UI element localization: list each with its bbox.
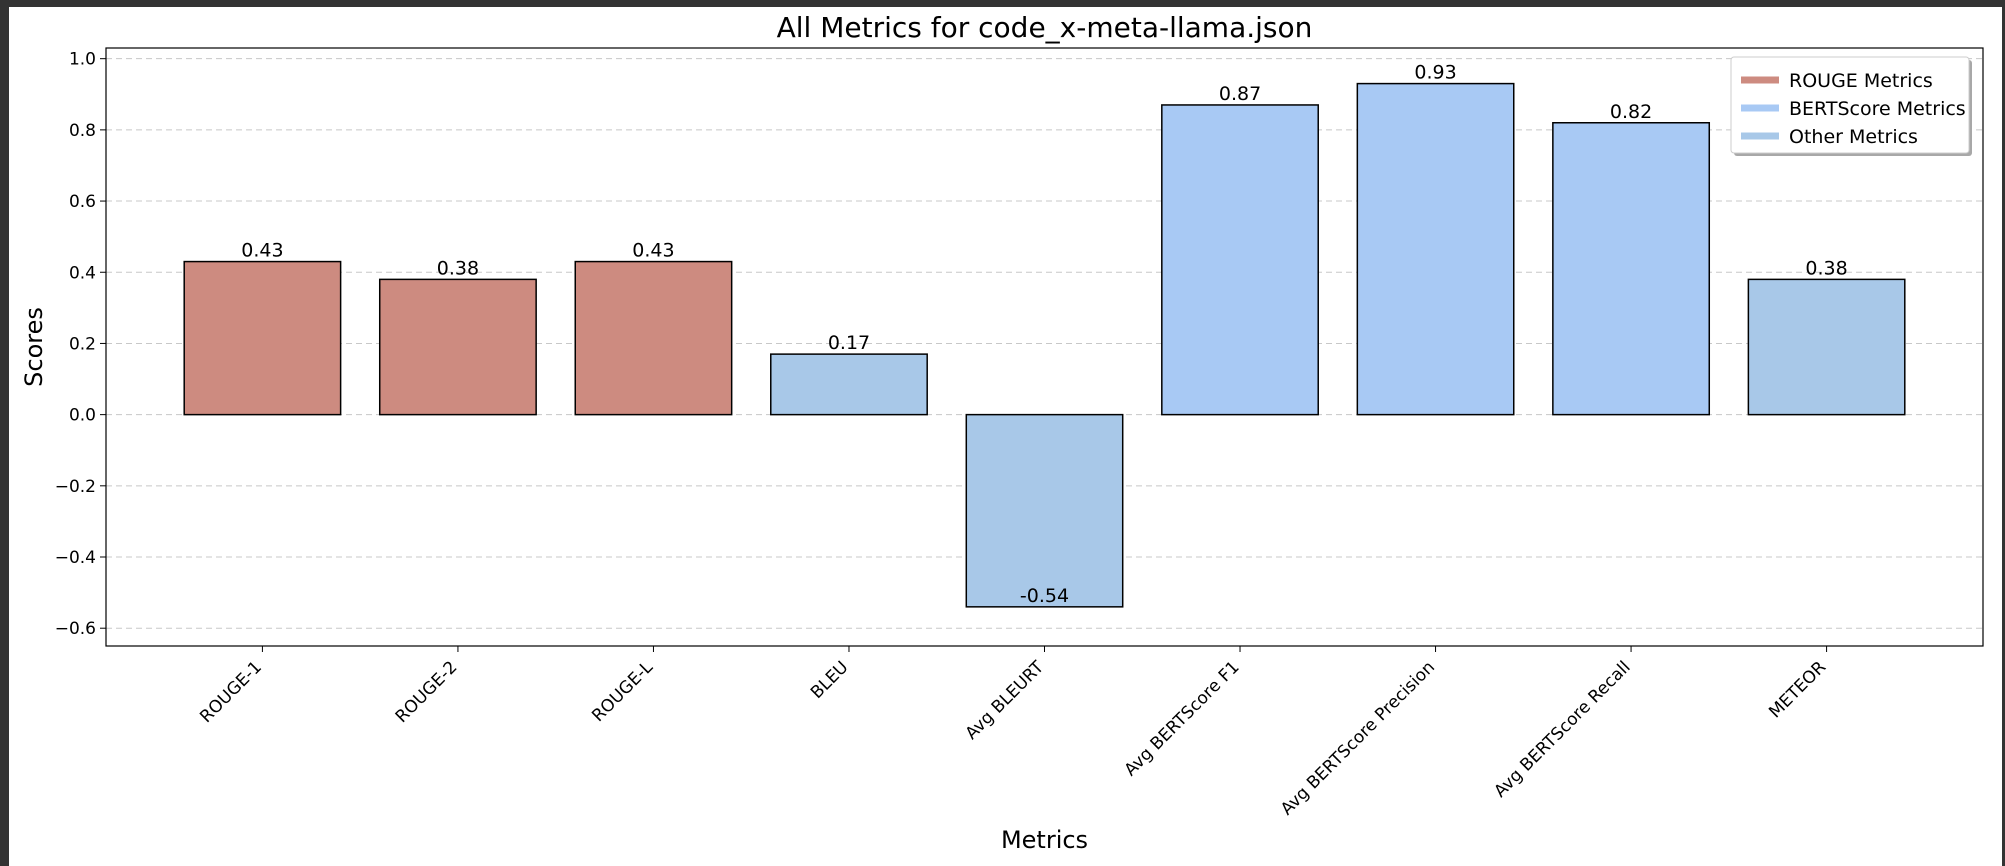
bar-value-label: -0.54 [1020,585,1069,607]
y-tick-label: 0.6 [69,192,96,212]
bar-value-label: 0.38 [1805,257,1847,279]
y-tick-label: 0.0 [69,406,96,426]
x-tick-label: Avg BERTScore Recall [1490,657,1634,801]
bar [1356,82,1515,416]
bar [1161,104,1319,416]
y-tick-label: −0.2 [55,477,96,497]
y-tick-label: −0.6 [55,619,96,639]
y-tick-label: 0.4 [69,263,96,283]
x-tick-label: BLEU [807,657,852,702]
bar [378,278,537,416]
bar [1552,122,1711,416]
bar [1747,278,1906,416]
x-tick-label: ROUGE-1 [196,657,266,727]
x-tick-label: Avg BLEURT [962,657,1049,744]
bar-chart: 0.43 0.38 0.43 0.17 -0.54 0.87 0.93 0.82 0.38 −0.… [20,11,1984,854]
y-tick-label: 1.0 [69,50,96,70]
legend-label: BERTScore Metrics [1789,98,1966,120]
bar-value-label: 0.43 [241,240,283,262]
y-axis-title: Scores [20,307,48,387]
bar-value-label: 0.43 [632,240,674,262]
bar [574,260,733,416]
x-tick-label: Avg BERTScore F1 [1121,657,1244,780]
bar-value-label: 0.82 [1610,101,1652,123]
bar-value-label: 0.87 [1219,83,1261,105]
y-tick-label: 0.2 [69,334,96,354]
bar-value-label: 0.93 [1414,62,1456,84]
legend-label: Other Metrics [1789,126,1918,148]
legend-box [1730,56,1970,154]
chart-figure: 0.43 0.38 0.43 0.17 -0.54 0.87 0.93 0.82 0.38 −0.… [9,7,2002,866]
chart-title: All Metrics for code_x-meta-llama.json [777,11,1313,44]
bar [965,413,1124,608]
bar-value-label: 0.38 [437,257,479,279]
bar [770,353,928,416]
x-tick-label: METEOR [1765,657,1830,722]
x-tick-label: Avg BERTScore Precision [1277,657,1439,819]
legend-label: ROUGE Metrics [1789,70,1933,92]
y-tick-label: −0.4 [55,548,96,568]
x-axis-title: Metrics [1001,826,1088,854]
x-tick-label: ROUGE-2 [392,657,462,727]
x-tick-label: ROUGE-L [588,657,657,726]
bar-value-label: 0.17 [828,332,870,354]
y-tick-label: 0.8 [69,121,96,141]
bar [183,260,342,416]
